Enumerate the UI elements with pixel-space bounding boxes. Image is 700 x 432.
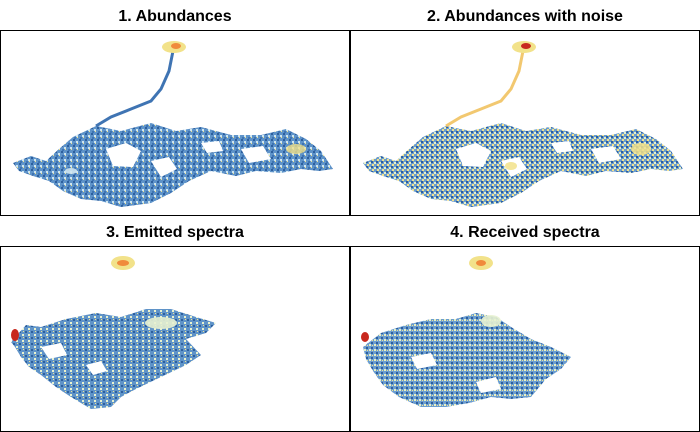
noisy-abundance-map — [363, 41, 683, 207]
landmass-shape — [363, 313, 571, 407]
abundance-map — [13, 41, 333, 207]
map-plot — [0, 246, 350, 432]
map-plot — [350, 246, 700, 432]
panel-title: 3. Emitted spectra — [106, 224, 244, 241]
map-plot — [0, 30, 350, 216]
panel-abundances: 1. Abundances — [0, 0, 350, 216]
map-plot — [350, 30, 700, 216]
panel-title: 4. Received spectra — [450, 224, 600, 241]
panel-title: 2. Abundances with noise — [427, 8, 623, 25]
landmass-shape — [11, 309, 216, 409]
panel-emitted-spectra: 3. Emitted spectra — [0, 216, 350, 432]
received-spectra-map — [361, 256, 571, 407]
panel-received-spectra: 4. Received spectra — [350, 216, 700, 432]
panel-title: 1. Abundances — [118, 8, 232, 25]
panel-abundances-noise: 2. Abundances with noise — [350, 0, 700, 216]
emitted-spectra-map — [11, 256, 216, 409]
